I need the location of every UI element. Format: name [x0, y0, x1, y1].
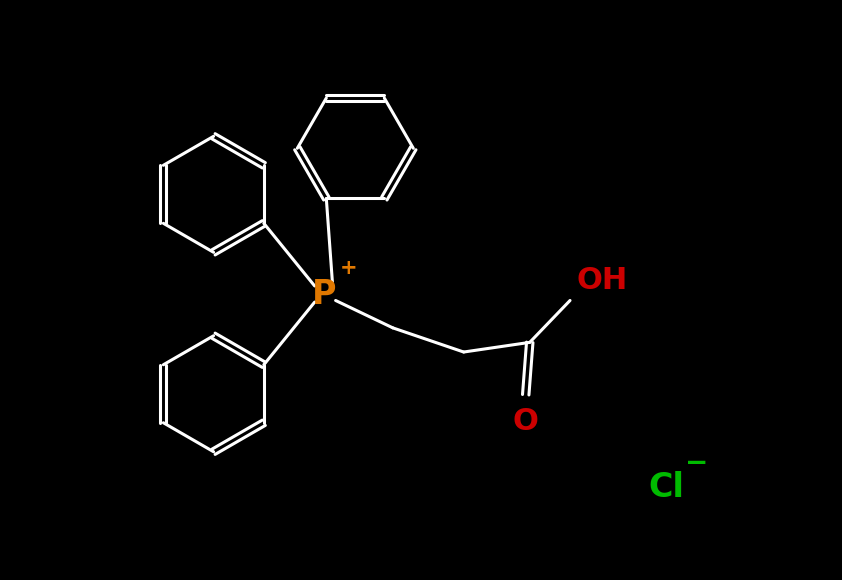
Text: O: O [513, 407, 539, 436]
Text: OH: OH [577, 266, 628, 295]
Text: P: P [312, 277, 337, 310]
Text: Cl: Cl [648, 471, 685, 504]
Text: −: − [685, 449, 708, 477]
Text: +: + [339, 258, 357, 278]
